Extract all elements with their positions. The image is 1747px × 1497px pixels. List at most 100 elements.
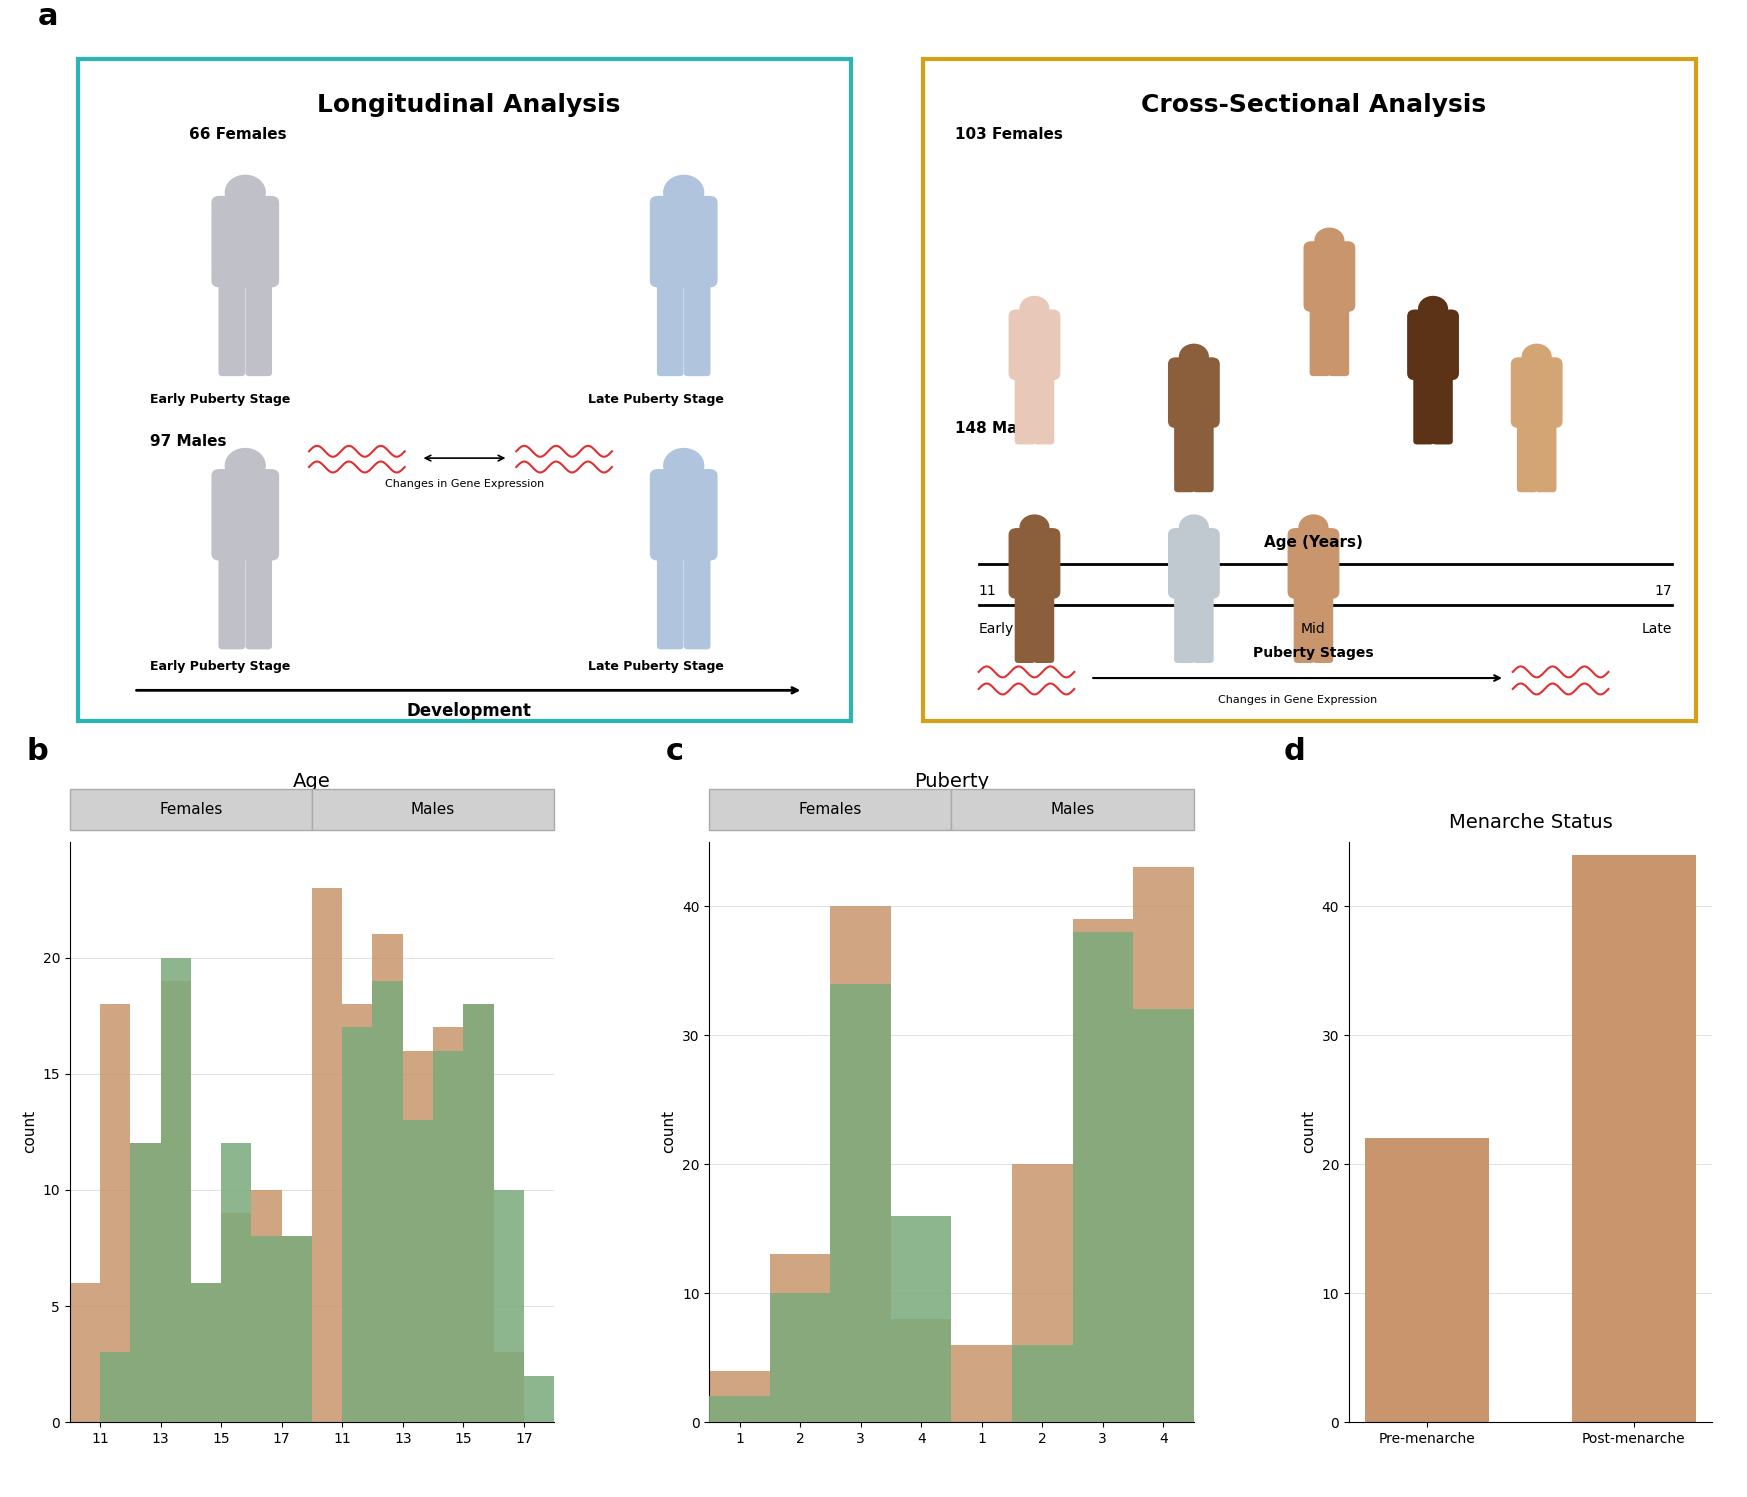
Circle shape bbox=[225, 449, 266, 482]
Y-axis label: count: count bbox=[662, 1111, 676, 1154]
FancyBboxPatch shape bbox=[245, 277, 273, 376]
Bar bbox=[1073, 919, 1134, 1422]
Text: Changes in Gene Expression: Changes in Gene Expression bbox=[384, 479, 543, 488]
Text: 97 Males: 97 Males bbox=[150, 434, 225, 449]
Y-axis label: count: count bbox=[1302, 1111, 1315, 1154]
FancyBboxPatch shape bbox=[313, 789, 554, 829]
FancyBboxPatch shape bbox=[1174, 588, 1195, 663]
Bar bbox=[433, 1027, 463, 1422]
FancyBboxPatch shape bbox=[218, 551, 245, 650]
Bar bbox=[709, 1371, 770, 1422]
Circle shape bbox=[1020, 296, 1048, 322]
Bar bbox=[190, 1283, 222, 1422]
Bar bbox=[770, 1293, 830, 1422]
Bar bbox=[1134, 1009, 1193, 1422]
Text: 17: 17 bbox=[1654, 584, 1672, 599]
FancyBboxPatch shape bbox=[1511, 358, 1562, 428]
Bar bbox=[342, 1027, 372, 1422]
Text: Females: Females bbox=[798, 802, 861, 817]
FancyBboxPatch shape bbox=[1433, 370, 1454, 445]
Text: b: b bbox=[26, 737, 49, 766]
Bar bbox=[709, 1397, 770, 1422]
Bar bbox=[830, 984, 891, 1422]
Text: Age: Age bbox=[293, 772, 330, 790]
Bar bbox=[222, 1213, 252, 1422]
Text: Late Puberty Stage: Late Puberty Stage bbox=[589, 660, 723, 672]
Bar bbox=[494, 1190, 524, 1422]
Bar bbox=[100, 1004, 131, 1422]
Bar bbox=[372, 934, 404, 1422]
FancyBboxPatch shape bbox=[1193, 588, 1214, 663]
Bar bbox=[313, 888, 342, 1422]
FancyBboxPatch shape bbox=[1406, 310, 1459, 380]
FancyBboxPatch shape bbox=[683, 277, 711, 376]
FancyBboxPatch shape bbox=[1295, 588, 1314, 663]
Bar bbox=[1073, 933, 1134, 1422]
FancyBboxPatch shape bbox=[1015, 370, 1036, 445]
Bar bbox=[494, 1352, 524, 1422]
Circle shape bbox=[1315, 228, 1343, 253]
FancyBboxPatch shape bbox=[1169, 528, 1219, 599]
Bar bbox=[524, 1376, 554, 1422]
Circle shape bbox=[1020, 515, 1048, 539]
Text: c: c bbox=[666, 737, 683, 766]
FancyBboxPatch shape bbox=[683, 551, 711, 650]
Text: Age (Years): Age (Years) bbox=[1265, 536, 1363, 551]
FancyBboxPatch shape bbox=[1032, 588, 1053, 663]
Bar bbox=[161, 981, 190, 1422]
FancyBboxPatch shape bbox=[245, 551, 273, 650]
Bar bbox=[1012, 1344, 1073, 1422]
Bar bbox=[131, 1144, 161, 1422]
FancyBboxPatch shape bbox=[657, 551, 683, 650]
FancyBboxPatch shape bbox=[1193, 418, 1214, 493]
Bar bbox=[190, 1283, 222, 1422]
FancyBboxPatch shape bbox=[922, 58, 1696, 722]
FancyBboxPatch shape bbox=[1015, 588, 1036, 663]
FancyBboxPatch shape bbox=[211, 196, 280, 287]
Text: Longitudinal Analysis: Longitudinal Analysis bbox=[316, 93, 620, 117]
Text: a: a bbox=[38, 3, 58, 31]
Circle shape bbox=[225, 175, 266, 210]
Bar bbox=[222, 1144, 252, 1422]
Text: 103 Females: 103 Females bbox=[956, 127, 1062, 142]
Bar bbox=[281, 1237, 313, 1422]
Text: Mid: Mid bbox=[1302, 623, 1326, 636]
Text: 148 Males: 148 Males bbox=[956, 421, 1041, 436]
Text: d: d bbox=[1284, 737, 1305, 766]
FancyBboxPatch shape bbox=[1174, 418, 1195, 493]
FancyBboxPatch shape bbox=[1413, 370, 1434, 445]
Bar bbox=[161, 958, 190, 1422]
Text: Changes in Gene Expression: Changes in Gene Expression bbox=[1218, 695, 1377, 705]
FancyBboxPatch shape bbox=[1032, 370, 1053, 445]
FancyBboxPatch shape bbox=[650, 196, 718, 287]
Bar bbox=[770, 1254, 830, 1422]
FancyBboxPatch shape bbox=[1310, 302, 1331, 376]
Bar bbox=[404, 1120, 433, 1422]
Bar bbox=[891, 1216, 952, 1422]
Bar bbox=[281, 1237, 313, 1422]
FancyBboxPatch shape bbox=[218, 277, 245, 376]
Bar bbox=[70, 1283, 100, 1422]
Text: Late: Late bbox=[1642, 623, 1672, 636]
FancyBboxPatch shape bbox=[211, 469, 280, 560]
FancyBboxPatch shape bbox=[1516, 418, 1537, 493]
Circle shape bbox=[664, 449, 704, 482]
Text: Late Puberty Stage: Late Puberty Stage bbox=[589, 394, 723, 406]
Bar bbox=[252, 1190, 281, 1422]
FancyBboxPatch shape bbox=[657, 277, 683, 376]
Y-axis label: count: count bbox=[23, 1111, 37, 1154]
Text: Early Puberty Stage: Early Puberty Stage bbox=[150, 394, 290, 406]
Bar bbox=[463, 1004, 494, 1422]
FancyBboxPatch shape bbox=[1288, 528, 1340, 599]
Text: Females: Females bbox=[159, 802, 222, 817]
Text: Early: Early bbox=[978, 623, 1013, 636]
FancyBboxPatch shape bbox=[1328, 302, 1349, 376]
Bar bbox=[830, 906, 891, 1422]
FancyBboxPatch shape bbox=[709, 789, 952, 829]
FancyBboxPatch shape bbox=[650, 469, 718, 560]
Text: Puberty Stages: Puberty Stages bbox=[1253, 645, 1373, 660]
Bar bbox=[1572, 855, 1696, 1422]
Text: Development: Development bbox=[405, 702, 531, 720]
Text: 11: 11 bbox=[978, 584, 996, 599]
Text: Males: Males bbox=[411, 802, 456, 817]
